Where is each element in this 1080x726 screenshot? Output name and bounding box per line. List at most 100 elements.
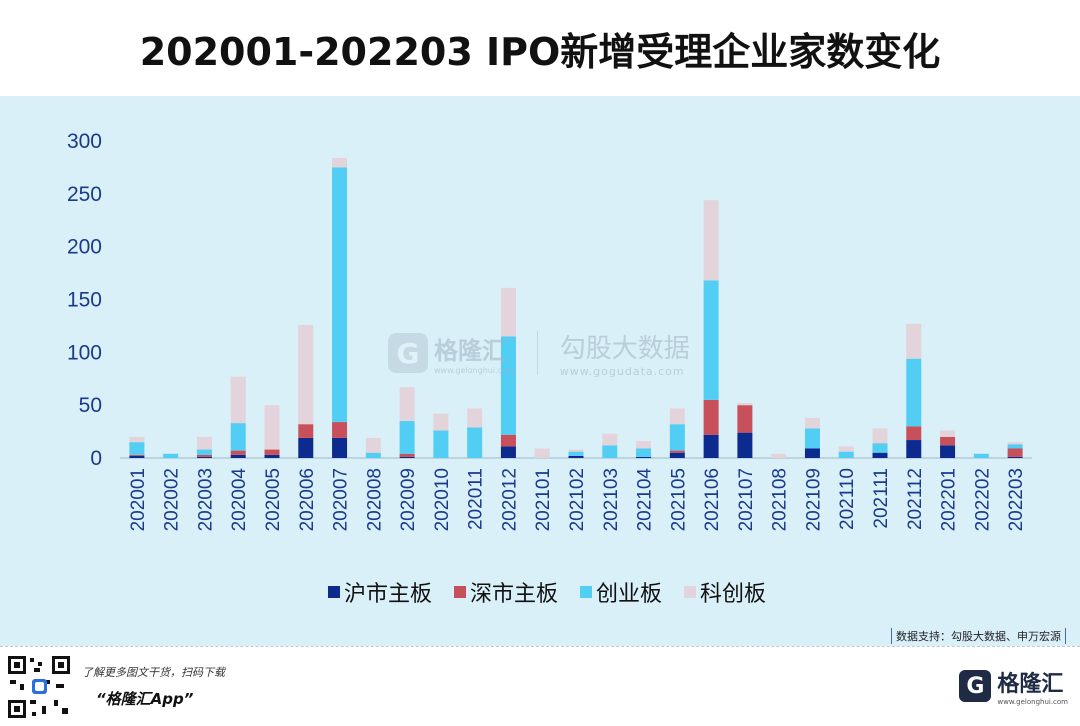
footer-tagline: 了解更多图文干货，扫码下载 [82,666,225,679]
bar-segment [230,423,246,451]
x-tick-label: 202001 [128,468,149,531]
bar-segment [298,424,314,438]
y-tick-label: 0 [90,447,102,470]
x-tick-label: 202108 [770,468,791,531]
bar-segment [940,436,956,446]
y-tick-label: 300 [67,130,102,153]
bar-segment [196,436,212,450]
bar-segment [163,453,179,458]
bar-segment [669,408,685,425]
watermark-gogu-url: www.gogudata.com [559,365,685,378]
bar-segment [737,403,753,406]
legend-swatch [454,586,466,598]
chart-panel: 0 50 100 150 200 250 300 202001 202002 202003 2020… [0,96,1080,646]
footer-app-name: “格隆汇App” [96,690,194,708]
legend-swatch [580,586,592,598]
qr-code-icon[interactable] [6,654,72,720]
bar-segment [804,428,820,449]
bar-segment [1007,448,1023,457]
bar-segment [804,448,820,458]
bar-segment [669,452,685,458]
bar-segment [332,167,348,423]
bar-segment [399,387,415,422]
x-tick-label: 202109 [803,468,824,531]
x-tick-label: 202002 [162,468,183,531]
watermark-brand: 格隆汇 www.gelonghui.com [434,331,515,375]
bar-segment [703,434,719,458]
x-tick-label: 202102 [567,468,588,531]
bar-segment [568,455,584,458]
x-tick-label: 202105 [668,468,689,531]
x-tick-label: 202008 [364,468,385,531]
footer-logo: G 格隆汇 www.gelonghui.com [959,666,1068,706]
bar-segment [940,445,956,458]
watermark-brand-name: 格隆汇 [434,337,506,365]
bar-segment [838,446,854,452]
legend-label: 沪市主板 [344,582,432,607]
bar-segment [1007,442,1023,445]
bar-segment [669,424,685,451]
legend-swatch [328,586,340,598]
gelonghui-footer-logo-icon: G [959,670,992,702]
stacked-bar-chart: 0 50 100 150 200 250 300 202001 202002 202003 2020… [67,130,1032,607]
bar-segment [332,437,348,458]
bar-segment [568,449,584,452]
y-tick-label: 50 [79,394,102,417]
bar-segment [467,427,483,458]
bar-segment [636,448,652,457]
bar-segment [1007,456,1023,458]
bar-segment [433,413,449,431]
x-tick-label: 202005 [263,468,284,531]
bar-segment [636,441,652,449]
bar-segment [602,445,618,458]
bar-segment [906,323,922,359]
bar-segment [906,358,922,427]
footer-logo-name: 格隆汇 [997,672,1064,697]
bar-segment [264,405,280,450]
bar-segment [399,456,415,458]
bar-segment [940,430,956,437]
x-tick-label: 202203 [1006,468,1027,531]
legend-label: 创业板 [596,582,662,607]
bar-segment [129,436,145,443]
x-tick-label: 202111 [871,468,892,529]
footer-logo-url: www.gelonghui.com [997,698,1068,706]
bar-segment [737,405,753,433]
x-tick-label: 202012 [499,468,520,531]
bar-segment [129,455,145,458]
bar-segment [703,399,719,435]
watermark-gogu-name: 勾股大数据 [559,334,690,364]
bar-segment [872,452,888,458]
watermark: G 格隆汇 www.gelonghui.com 勾股大数据 www.goguda… [388,328,690,378]
bar-segment [467,408,483,428]
x-tick-label: 202202 [972,468,993,531]
bar-segment [703,200,719,281]
x-tick-label: 202010 [432,468,453,531]
legend-label: 深市主板 [470,582,558,607]
x-tick-label: 202011 [466,468,487,530]
bar-segment [365,452,381,458]
bar-segment [534,448,550,458]
bar-segment [264,454,280,458]
bar-segment [399,453,415,457]
y-tick-label: 150 [67,289,102,312]
bar-segment [669,450,685,453]
x-tick-label: 202101 [533,468,554,531]
y-tick-label: 250 [67,183,102,206]
bar-segment [703,280,719,400]
bar-segment [298,437,314,458]
footer: 了解更多图文干货，扫码下载 “格隆汇App” G 格隆汇 www.gelongh… [0,648,1080,726]
bar-segment [500,336,516,435]
bar-segment [230,376,246,424]
bar-segment [1007,444,1023,449]
bar-segment [568,451,584,456]
x-tick-label: 202112 [905,468,926,530]
bar-segment [602,433,618,446]
bar-segment [196,454,212,457]
bar-segment [636,456,652,458]
watermark-divider [536,331,538,375]
footer-divider [0,646,1080,647]
bar-segment [129,442,145,455]
bar-segment [365,437,381,453]
bar-segment [129,454,145,456]
